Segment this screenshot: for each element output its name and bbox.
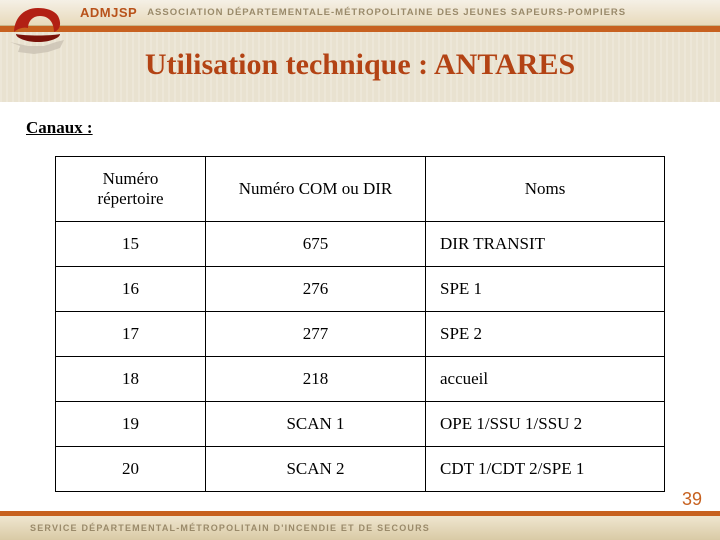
table-row: 19SCAN 1OPE 1/SSU 1/SSU 2 — [56, 402, 665, 447]
cell-repertoire: 20 — [56, 447, 206, 492]
col-header-com: Numéro COM ou DIR — [206, 157, 426, 222]
cell-com: 277 — [206, 312, 426, 357]
cell-nom: SPE 1 — [426, 267, 665, 312]
logo-short-text: ADMJSP — [80, 5, 137, 20]
cell-repertoire: 16 — [56, 267, 206, 312]
cell-com: SCAN 1 — [206, 402, 426, 447]
cell-repertoire: 18 — [56, 357, 206, 402]
section-label: Canaux : — [26, 118, 694, 138]
table-row: 20SCAN 2CDT 1/CDT 2/SPE 1 — [56, 447, 665, 492]
cell-nom: accueil — [426, 357, 665, 402]
footer-bar: SERVICE DÉPARTEMENTAL-MÉTROPOLITAIN D'IN… — [0, 516, 720, 540]
cell-nom: SPE 2 — [426, 312, 665, 357]
cell-com: SCAN 2 — [206, 447, 426, 492]
col-header-repertoire: Numéro répertoire — [56, 157, 206, 222]
header-bar: ADMJSP ASSOCIATION DÉPARTEMENTALE-MÉTROP… — [0, 0, 720, 26]
cell-nom: DIR TRANSIT — [426, 222, 665, 267]
table-row: 15675DIR TRANSIT — [56, 222, 665, 267]
cell-com: 675 — [206, 222, 426, 267]
table-header-row: Numéro répertoire Numéro COM ou DIR Noms — [56, 157, 665, 222]
association-line: ASSOCIATION DÉPARTEMENTALE-MÉTROPOLITAIN… — [147, 7, 626, 18]
service-line: SERVICE DÉPARTEMENTAL-MÉTROPOLITAIN D'IN… — [30, 523, 430, 533]
channels-table: Numéro répertoire Numéro COM ou DIR Noms… — [55, 156, 665, 492]
cell-repertoire: 17 — [56, 312, 206, 357]
col-header-noms: Noms — [426, 157, 665, 222]
cell-repertoire: 15 — [56, 222, 206, 267]
footer: SERVICE DÉPARTEMENTAL-MÉTROPOLITAIN D'IN… — [0, 511, 720, 540]
logo-badge — [4, 2, 72, 58]
cell-com: 276 — [206, 267, 426, 312]
content-area: Canaux : Numéro répertoire Numéro COM ou… — [0, 102, 720, 492]
table-row: 17277SPE 2 — [56, 312, 665, 357]
cell-nom: OPE 1/SSU 1/SSU 2 — [426, 402, 665, 447]
cell-com: 218 — [206, 357, 426, 402]
page-title: Utilisation technique : ANTARES — [0, 48, 720, 82]
table-row: 16276SPE 1 — [56, 267, 665, 312]
cell-nom: CDT 1/CDT 2/SPE 1 — [426, 447, 665, 492]
page-number: 39 — [682, 489, 702, 510]
cell-repertoire: 19 — [56, 402, 206, 447]
table-row: 18218accueil — [56, 357, 665, 402]
